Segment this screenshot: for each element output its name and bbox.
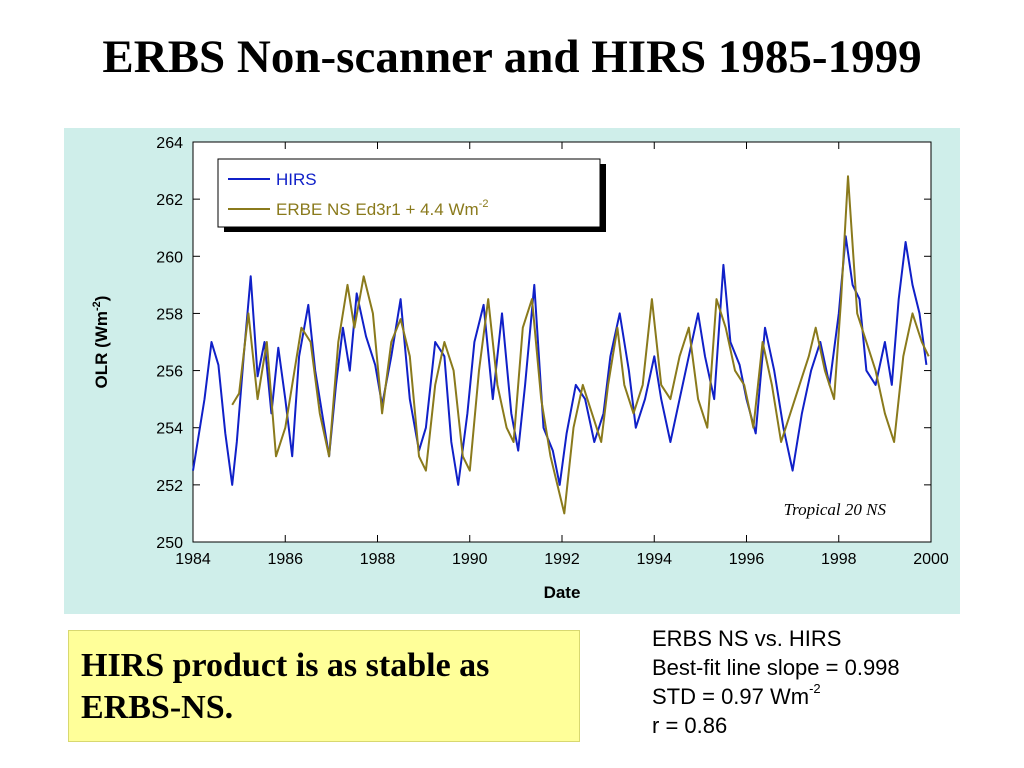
y-axis-label: OLR (Wm-2) xyxy=(91,296,111,389)
legend-box xyxy=(217,158,601,228)
stats-slope: Best-fit line slope = 0.998 xyxy=(652,655,900,680)
stats-correlation: r = 0.86 xyxy=(652,713,728,738)
x-tick-label: 1998 xyxy=(821,551,857,568)
y-ticks: 250 252 254 256 258 260 262 264 xyxy=(156,135,931,552)
x-tick-label: 1990 xyxy=(452,551,488,568)
y-tick-label: 250 xyxy=(156,535,183,552)
legend-label-hirs: HIRS xyxy=(276,170,317,189)
chart-panel: 250 252 254 256 258 260 262 264 1984 1986 1988 199… xyxy=(64,128,960,614)
y-tick-label: 252 xyxy=(156,478,183,495)
y-tick-label: 258 xyxy=(156,306,183,323)
comparison-stats: ERBS NS vs. HIRS Best-fit line slope = 0… xyxy=(652,624,1012,740)
slide-title: ERBS Non-scanner and HIRS 1985-1999 xyxy=(102,31,922,83)
x-tick-label: 1984 xyxy=(175,551,211,568)
series-line-erbe xyxy=(231,175,930,515)
y-tick-label: 262 xyxy=(156,192,183,209)
y-tick-label: 264 xyxy=(156,135,183,152)
stability-callout: HIRS product is as stable as ERBS-NS. xyxy=(68,630,580,742)
x-tick-label: 1988 xyxy=(360,551,396,568)
x-tick-label: 1996 xyxy=(729,551,765,568)
x-tick-label: 1992 xyxy=(544,551,580,568)
stats-heading: ERBS NS vs. HIRS xyxy=(652,626,842,651)
legend: HIRS ERBE NS Ed3r1 + 4.4 Wm-2 xyxy=(217,158,606,232)
x-tick-label: 2000 xyxy=(913,551,949,568)
x-ticks: 1984 1986 1988 1990 1992 1994 1996 1998 2000 xyxy=(175,142,949,568)
olr-chart: 250 252 254 256 258 260 262 264 1984 1986 1988 199… xyxy=(91,135,949,602)
x-tick-label: 1994 xyxy=(636,551,672,568)
x-axis-label: Date xyxy=(544,583,581,602)
y-tick-label: 256 xyxy=(156,364,183,381)
y-tick-label: 260 xyxy=(156,249,183,266)
series-layer xyxy=(192,175,930,515)
x-tick-label: 1986 xyxy=(267,551,303,568)
y-tick-label: 254 xyxy=(156,421,183,438)
region-annotation: Tropical 20 NS xyxy=(784,500,887,519)
stats-std: STD = 0.97 Wm-2 xyxy=(652,681,821,710)
legend-label-erbe: ERBE NS Ed3r1 + 4.4 Wm-2 xyxy=(276,198,488,219)
